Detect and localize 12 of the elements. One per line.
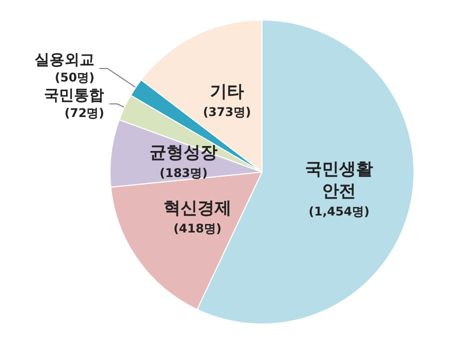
data-label: (418명) [173,222,222,236]
slice-label: 균형성장 [150,143,218,164]
slice-label: 국민통합 [44,86,104,104]
data-label: (183명) [160,166,208,180]
slice-label: 혁신경제 [163,198,232,219]
data-label: (50명) [54,70,94,84]
data-label: (373명) [202,105,251,120]
data-label: (1,454명) [308,204,370,218]
slice-label: 실용외교 [34,50,94,68]
data-label: (72명) [64,106,104,120]
slice-label: 기타 [210,82,244,102]
slice-label: 국민생활안전 [305,159,374,202]
